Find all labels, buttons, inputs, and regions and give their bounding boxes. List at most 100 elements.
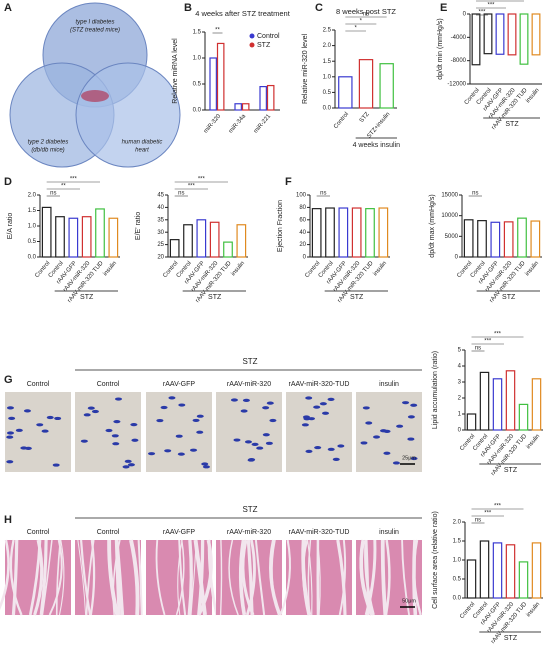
bar [209,57,217,111]
y-tick-label: 80 [299,205,306,211]
nucleus [46,415,54,420]
nucleus [83,413,91,417]
y-tick-label: 0 [303,255,307,261]
venn-label: (db/db mice) [31,148,64,154]
image-label: Control [27,381,50,388]
nucleus [80,439,88,443]
nucleus [242,398,250,402]
tissue-gap [9,539,23,616]
nucleus [360,441,368,445]
sig-label: ns [472,191,478,197]
sig-label: ** [61,184,66,190]
bar [483,13,493,55]
nucleus [8,416,16,420]
nucleus [6,435,14,439]
nucleus [111,434,119,438]
image-label: rAAV-GFP [163,381,195,388]
nucleus [192,418,200,423]
bar [68,217,79,258]
y-tick-label: 2 [458,396,462,402]
bar [477,220,487,258]
nucleus [122,465,130,469]
nucleus [177,452,185,456]
nucleus [256,446,264,450]
y-tick-label: 20 [299,242,306,248]
nucleus [380,429,388,433]
sig-label: *** [487,3,495,9]
tissue-gap [79,539,92,616]
bar [95,208,105,258]
nucleus [124,459,132,463]
bar [358,59,374,109]
venn-label: human diabetic [122,140,163,146]
x-tick-label: insulin [373,260,389,277]
nucleus [113,420,121,424]
image-label: rAAV-GFP [163,529,195,536]
y-tick-label: 0 [463,12,467,18]
nucleus [392,461,400,465]
tissue-gap [380,539,388,616]
image-label: rAAV-miR-320 [227,529,271,536]
panel-letter: A [4,2,12,14]
bar [365,208,375,258]
nucleus [373,435,381,439]
y-tick-label: 0.0 [28,255,37,261]
x-tick-label: insulin [103,260,119,277]
tissue-gap [155,539,166,616]
group-label: STZ [242,505,257,514]
bar [492,542,503,599]
nucleus [164,449,172,453]
x-tick-label: miR-34a [228,113,248,135]
bar [507,13,517,56]
nucleus [240,409,248,413]
nucleus [160,405,168,410]
bar [351,207,362,258]
tissue-gap [11,539,19,616]
y-axis-label: Relative miR-320 level [302,34,309,104]
nucleus [178,403,186,407]
scale-label: 25μm [402,455,416,461]
group-label: STZ [504,467,518,474]
scale-label: 50μm [402,598,416,604]
y-tick-label: 45 [157,193,164,199]
tissue-gap [89,539,96,616]
nucleus [168,396,176,400]
group-label: STZ [502,294,516,301]
nucleus [130,423,138,427]
bar [338,76,353,109]
panel-letter: H [4,514,12,526]
sig-label: ns [475,518,481,524]
nucleus [112,442,120,446]
tissue-gap [219,539,223,616]
y-tick-label: 1.5 [453,539,462,545]
tissue-gap [187,539,193,616]
y-axis-label: Ejection Fraction [277,200,284,252]
nucleus [233,438,241,442]
x-tick-label: insulin [526,433,542,450]
bar [503,221,514,258]
nucleus [20,446,28,450]
x-tick-label: miR-320 [203,113,223,135]
nucleus [251,442,259,446]
tissue-gap [412,539,418,616]
y-tick-label: 25 [157,242,164,248]
group-label: STZ [505,121,519,128]
tissue-gap [279,539,292,616]
group-label: STZ [504,635,518,642]
sig-label: ns [178,191,184,197]
nucleus [383,451,391,455]
y-tick-label: 60 [299,217,306,223]
bar [55,216,65,258]
nucleus [52,463,60,467]
nucleus [196,430,204,434]
tissue-gap [178,539,187,616]
bar [216,42,225,111]
tissue-gap [58,539,65,616]
nucleus [337,444,345,448]
tissue-gap [114,539,125,616]
nucleus [327,447,335,451]
bar [479,371,490,431]
bar [505,370,516,431]
nucleus [15,428,23,432]
